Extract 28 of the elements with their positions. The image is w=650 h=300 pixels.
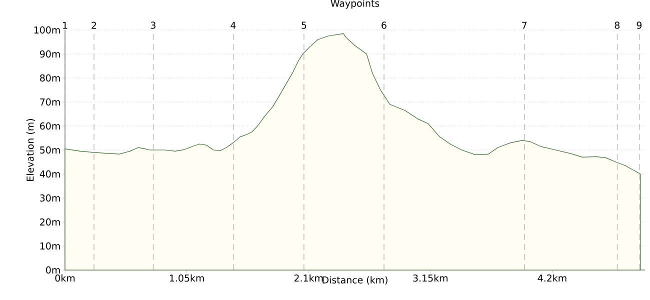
y-tick-label: 60m <box>40 122 60 130</box>
annotation: 6 <box>382 22 386 29</box>
x-axis-title: Distance (km) <box>322 276 388 285</box>
y-tick-label: 80m <box>40 74 60 82</box>
annotation: 2 <box>92 22 96 29</box>
x-tick-label: 4.2km <box>538 274 566 282</box>
annotation: 7 <box>522 22 527 29</box>
x-tick-label: 1.05km <box>170 274 204 282</box>
y-axis-title: Elevation (m) <box>26 119 35 181</box>
y-tick-label: 50m <box>40 146 60 154</box>
y-tick-label: 0m <box>46 266 60 274</box>
y-tick-label: 10m <box>40 242 60 250</box>
annotation: 5 <box>302 22 306 29</box>
x-tick-label: 0km <box>55 274 75 282</box>
y-tick-label: 100m <box>34 26 60 34</box>
annotation: 4 <box>230 22 236 29</box>
annotation: 8 <box>614 22 620 29</box>
x-tick-label: 3.15km <box>413 274 448 282</box>
x-tick-label: 2.1km <box>294 274 323 282</box>
annotation: 3 <box>150 22 156 29</box>
y-tick-label: 30m <box>40 194 60 202</box>
y-tick-label: 90m <box>40 50 60 58</box>
y-tick-label: 20m <box>40 218 60 226</box>
annotation: 9 <box>636 22 642 29</box>
annotation: 1 <box>63 22 68 29</box>
chart-title: Waypoints <box>330 0 380 9</box>
y-tick-label: 40m <box>40 170 60 178</box>
y-tick-label: 70m <box>40 98 60 106</box>
